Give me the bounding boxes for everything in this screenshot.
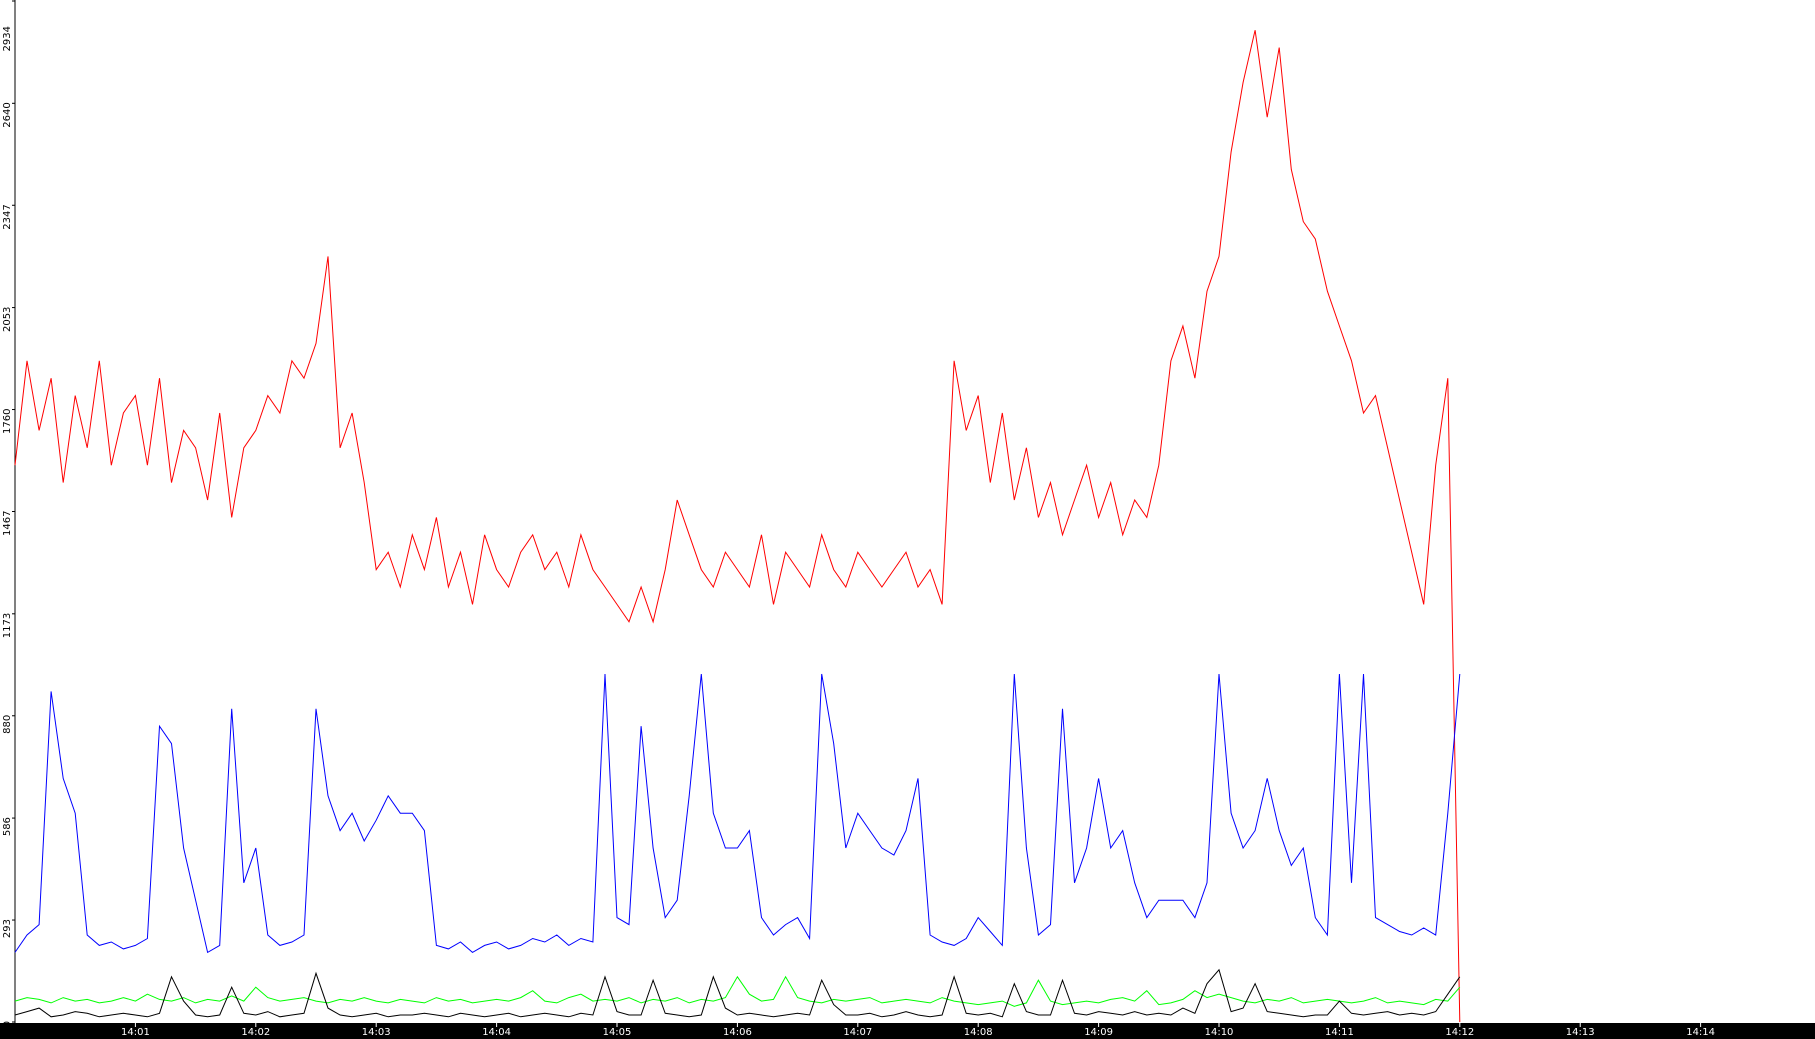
- x-tick-label: 14:09: [1084, 1027, 1113, 1038]
- y-tick-label: 2934: [2, 26, 13, 51]
- y-tick-label: 1467: [2, 511, 13, 536]
- y-tick-label: 1760: [2, 409, 13, 434]
- y-tick-label: 880: [2, 715, 13, 734]
- y-tick-label: 293: [2, 919, 13, 938]
- x-tick-label: 14:08: [964, 1027, 993, 1038]
- x-tick-label: 14:05: [603, 1027, 632, 1038]
- x-tick-label: 14:11: [1325, 1027, 1354, 1038]
- series-line: [14, 30, 1461, 1023]
- y-tick-label: 2347: [2, 204, 13, 229]
- x-tick-label: 14:03: [362, 1027, 391, 1038]
- series-line: [14, 673, 1461, 954]
- x-tick-label: 14:02: [241, 1027, 270, 1038]
- y-tick-label: 2640: [2, 102, 13, 127]
- x-tick-label: 14:01: [121, 1027, 150, 1038]
- series-line: [14, 975, 1461, 1007]
- x-tick-label: 14:06: [723, 1027, 752, 1038]
- y-tick-label: 586: [2, 817, 13, 836]
- y-tick-label: 2053: [2, 307, 13, 332]
- x-tick-label: 14:13: [1566, 1027, 1595, 1038]
- x-tick-label: 14:12: [1445, 1027, 1474, 1038]
- x-tick-label: 14:04: [482, 1027, 511, 1038]
- x-tick-label: 14:07: [843, 1027, 872, 1038]
- x-tick-label: 14:10: [1205, 1027, 1234, 1038]
- x-tick-label: 14:14: [1686, 1027, 1715, 1038]
- series-line: [14, 968, 1461, 1018]
- y-tick-label: 0: [2, 1021, 13, 1027]
- x-axis-band: [0, 1023, 1815, 1039]
- y-tick-label: 1173: [2, 613, 13, 638]
